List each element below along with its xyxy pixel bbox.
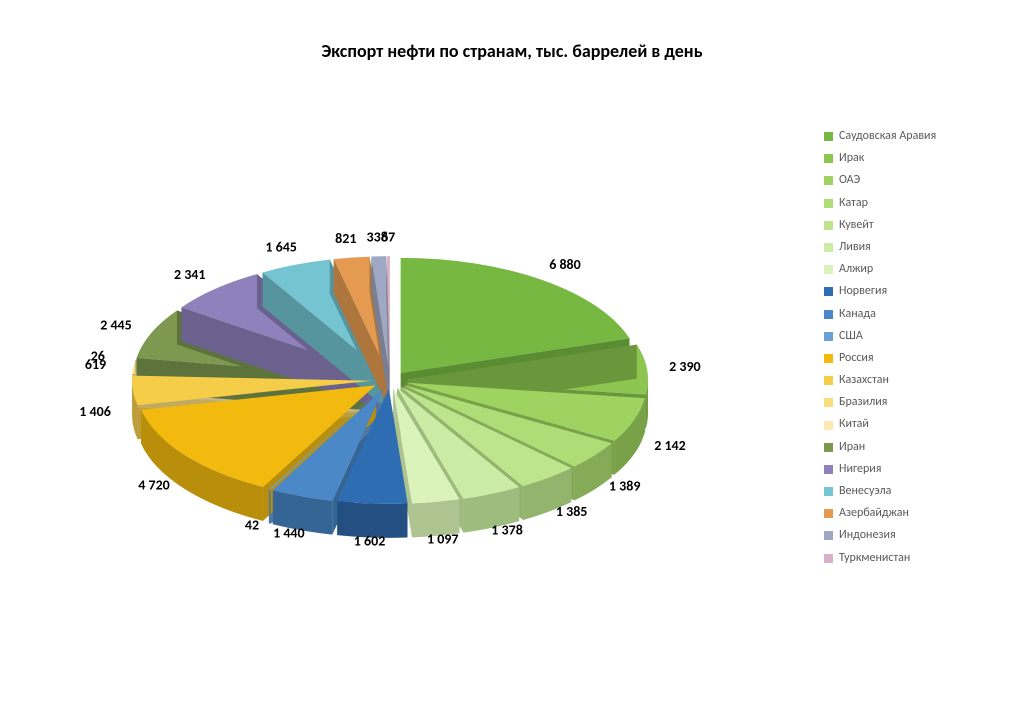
legend: Саудовская Аравия Ирак ОАЭ Катар Кувейт Ливия… (824, 130, 994, 574)
legend-swatch (824, 443, 833, 452)
data-label: 1 645 (265, 238, 297, 255)
legend-item: Туркменистан (824, 552, 994, 565)
legend-item: Казахстан (824, 374, 994, 387)
legend-label: Нигерия (839, 463, 881, 476)
legend-item: Нигерия (824, 463, 994, 476)
legend-label: Ирак (839, 152, 864, 165)
legend-label: Кувейт (839, 219, 874, 232)
pie-chart: 6 880 2 390 2 142 1 389 1 385 1 378 1 097 1 602… (40, 120, 740, 640)
legend-item: Россия (824, 352, 994, 365)
data-label: 2 341 (174, 266, 206, 283)
legend-label: Канада (839, 308, 876, 321)
data-label: 1 440 (273, 524, 305, 541)
chart-title: Экспорт нефти по странам, тыс. баррелей … (0, 40, 1024, 62)
legend-label: Казахстан (839, 374, 889, 387)
legend-label: Норвегия (839, 285, 887, 298)
legend-label: Катар (839, 197, 868, 210)
data-label: 1 385 (556, 503, 588, 520)
legend-swatch (824, 221, 833, 230)
data-label: 2 390 (669, 358, 701, 375)
legend-label: Иран (839, 441, 865, 454)
legend-item: Ирак (824, 152, 994, 165)
legend-item: Канада (824, 308, 994, 321)
legend-swatch (824, 265, 833, 274)
pie-chart-svg: 6 880 2 390 2 142 1 389 1 385 1 378 1 097 1 602… (40, 120, 740, 640)
data-label: 2 445 (100, 317, 132, 334)
data-label: 1 602 (354, 533, 386, 550)
legend-item: Ливия (824, 241, 994, 254)
legend-swatch (824, 398, 833, 407)
legend-swatch (824, 243, 833, 252)
legend-label: Алжир (839, 263, 873, 276)
data-label: 1 378 (491, 521, 523, 538)
data-label: 4 720 (138, 477, 170, 494)
legend-swatch (824, 332, 833, 341)
data-label: 6 880 (549, 256, 581, 273)
legend-swatch (824, 421, 833, 430)
data-label: 2 142 (654, 437, 686, 454)
legend-swatch (824, 487, 833, 496)
data-label: 42 (245, 516, 259, 533)
data-label: 26 (91, 348, 105, 365)
legend-swatch (824, 354, 833, 363)
legend-item: Алжир (824, 263, 994, 276)
legend-item: Кувейт (824, 219, 994, 232)
legend-item: Иран (824, 441, 994, 454)
legend-label: Индонезия (839, 529, 896, 542)
legend-swatch (824, 287, 833, 296)
data-label: 821 (335, 230, 356, 247)
data-label: 1 406 (79, 403, 111, 420)
data-label: 1 097 (427, 531, 459, 548)
legend-item: Саудовская Аравия (824, 130, 994, 143)
legend-swatch (824, 132, 833, 141)
legend-item: Азербайджан (824, 507, 994, 520)
legend-item: Индонезия (824, 529, 994, 542)
legend-item: Китай (824, 418, 994, 431)
legend-label: Венесуэла (839, 485, 891, 498)
legend-label: Туркменистан (839, 552, 910, 565)
legend-label: Азербайджан (839, 507, 909, 520)
legend-label: Китай (839, 418, 869, 431)
legend-label: Ливия (839, 241, 871, 254)
legend-swatch (824, 176, 833, 185)
legend-label: ОАЭ (839, 174, 860, 187)
data-label: 67 (381, 228, 395, 245)
legend-item: Норвегия (824, 285, 994, 298)
legend-swatch (824, 509, 833, 518)
legend-swatch (824, 199, 833, 208)
legend-swatch (824, 154, 833, 163)
data-label: 1 389 (609, 477, 641, 494)
legend-item: США (824, 330, 994, 343)
legend-label: США (839, 330, 863, 343)
legend-label: Бразилия (839, 396, 887, 409)
pie-slice-wall (269, 489, 271, 523)
legend-item: Венесуэла (824, 485, 994, 498)
legend-item: Катар (824, 197, 994, 210)
legend-item: Бразилия (824, 396, 994, 409)
legend-swatch (824, 531, 833, 540)
legend-item: ОАЭ (824, 174, 994, 187)
legend-label: Саудовская Аравия (839, 130, 936, 143)
legend-label: Россия (839, 352, 874, 365)
legend-swatch (824, 376, 833, 385)
legend-swatch (824, 465, 833, 474)
legend-swatch (824, 554, 833, 563)
legend-swatch (824, 310, 833, 319)
